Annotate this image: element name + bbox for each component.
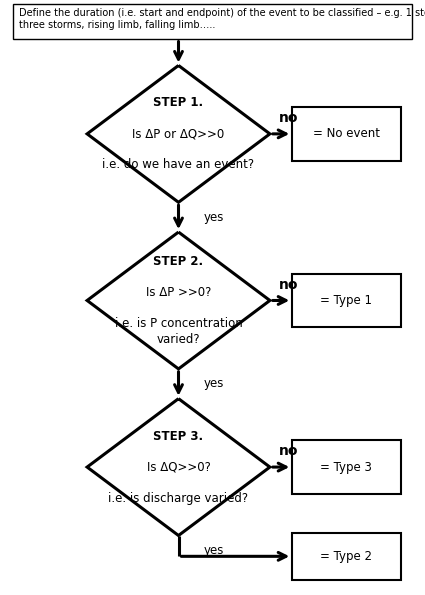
Text: i.e. do we have an event?: i.e. do we have an event? bbox=[102, 158, 255, 171]
Text: i.e. is P concentration: i.e. is P concentration bbox=[115, 317, 242, 330]
Text: = No event: = No event bbox=[313, 127, 380, 140]
Text: = Type 3: = Type 3 bbox=[320, 461, 372, 474]
Bar bbox=[292, 440, 400, 494]
Text: = Type 2: = Type 2 bbox=[320, 550, 372, 563]
Bar bbox=[292, 533, 400, 580]
Text: no: no bbox=[278, 111, 298, 125]
Text: STEP 1.: STEP 1. bbox=[153, 96, 204, 109]
Text: = Type 1: = Type 1 bbox=[320, 294, 372, 307]
Text: Is ΔP or ΔQ>>0: Is ΔP or ΔQ>>0 bbox=[132, 127, 225, 140]
Text: STEP 3.: STEP 3. bbox=[153, 430, 204, 443]
Bar bbox=[13, 4, 412, 39]
Text: Is ΔP >>0?: Is ΔP >>0? bbox=[146, 286, 211, 299]
Text: STEP 2.: STEP 2. bbox=[153, 255, 204, 268]
Text: Define the duration (i.e. start and endpoint) of the event to be classified – e.: Define the duration (i.e. start and endp… bbox=[19, 8, 425, 30]
Bar bbox=[292, 274, 400, 327]
Text: yes: yes bbox=[204, 377, 224, 390]
Text: varied?: varied? bbox=[157, 333, 200, 346]
Text: i.e. is discharge varied?: i.e. is discharge varied? bbox=[108, 491, 249, 505]
Text: no: no bbox=[278, 277, 298, 292]
Bar bbox=[292, 107, 400, 161]
Text: Is ΔQ>>0?: Is ΔQ>>0? bbox=[147, 461, 210, 474]
Text: yes: yes bbox=[204, 211, 224, 224]
Text: no: no bbox=[278, 444, 298, 458]
Text: yes: yes bbox=[204, 544, 224, 557]
